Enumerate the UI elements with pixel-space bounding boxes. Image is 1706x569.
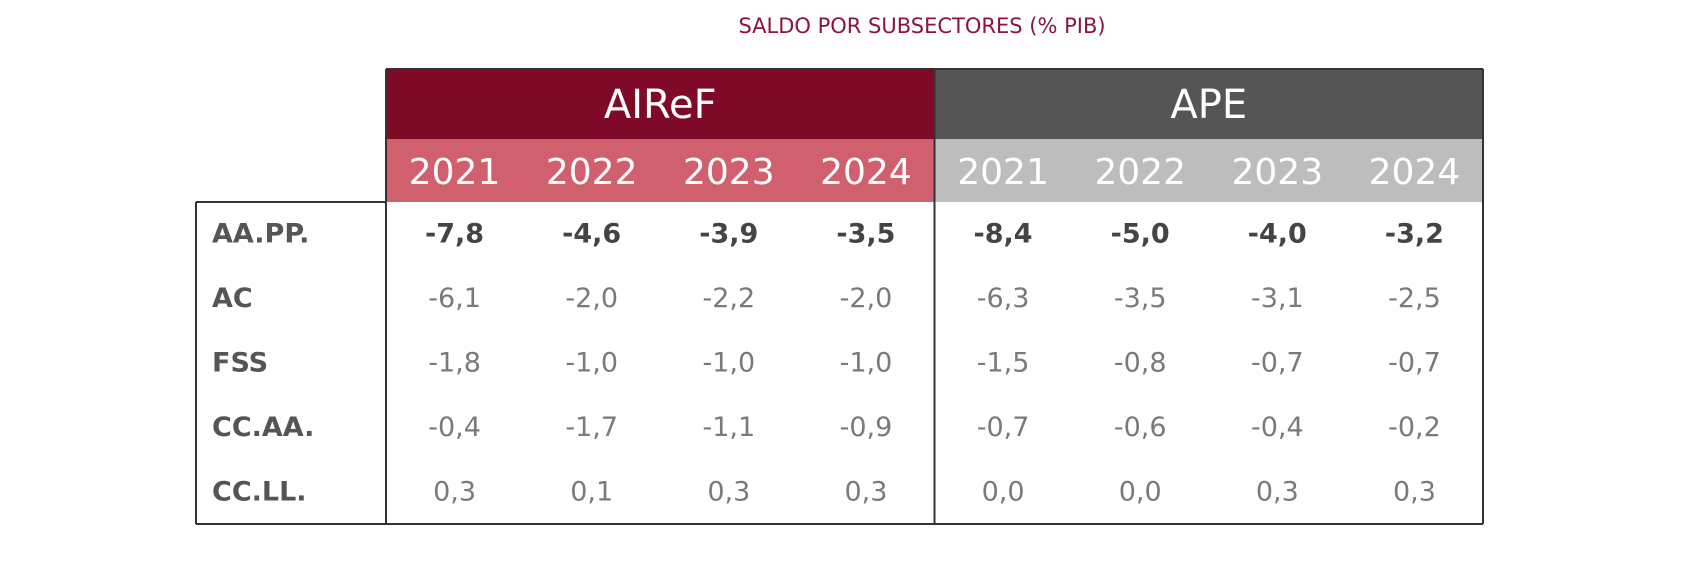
row-label: AC: [212, 283, 253, 314]
table-cell: -1,0: [565, 348, 618, 379]
table-cell: -0,7: [1251, 348, 1304, 379]
table-cell: -1,1: [702, 412, 755, 443]
row-label: CC.AA.: [212, 412, 314, 443]
year-header: 2024: [1369, 152, 1461, 193]
table-cell: -2,2: [702, 283, 755, 314]
table-cell: 0,3: [433, 476, 476, 507]
table-cell: -0,7: [1388, 348, 1441, 379]
year-header: 2022: [546, 152, 638, 193]
year-header: 2021: [957, 152, 1049, 193]
table-cell: 0,3: [1256, 476, 1299, 507]
table-cell: -0,4: [428, 412, 481, 443]
year-header: 2022: [1094, 152, 1186, 193]
table-cell: -0,6: [1114, 412, 1167, 443]
table-cell: 0,0: [982, 476, 1025, 507]
year-header: 2023: [683, 152, 775, 193]
table-cell: -4,0: [1248, 219, 1307, 250]
table-cell: 0,3: [707, 476, 750, 507]
group-header: AIReF: [604, 82, 717, 128]
table-cell: 0,1: [570, 476, 613, 507]
table-cell: -3,1: [1251, 283, 1304, 314]
table-cell: -1,7: [565, 412, 618, 443]
table-cell: -1,8: [428, 348, 481, 379]
table-cell: -1,0: [702, 348, 755, 379]
table-cell: -0,8: [1114, 348, 1167, 379]
row-label: CC.LL.: [212, 476, 307, 507]
table-cell: -0,2: [1388, 412, 1441, 443]
table-cell: -4,6: [562, 219, 621, 250]
table-cell: -7,8: [425, 219, 484, 250]
table-title: SALDO POR SUBSECTORES (% PIB): [738, 14, 1105, 38]
table-cell: 0,3: [844, 476, 887, 507]
year-header: 2023: [1232, 152, 1324, 193]
table-cell: -5,0: [1111, 219, 1170, 250]
year-header-band: [934, 139, 1483, 202]
row-label: AA.PP.: [212, 219, 309, 250]
table-cell: -2,0: [840, 283, 893, 314]
table-cell: -2,5: [1388, 283, 1441, 314]
table-cell: -3,9: [699, 219, 758, 250]
group-header: APE: [1170, 82, 1247, 128]
table-cell: -6,3: [977, 283, 1030, 314]
table-cell: 0,3: [1393, 476, 1436, 507]
table-cell: -3,2: [1385, 219, 1444, 250]
table-cell: -0,7: [977, 412, 1030, 443]
year-header-band: [386, 139, 935, 202]
table-cell: -1,0: [840, 348, 893, 379]
year-header: 2024: [820, 152, 912, 193]
table-cell: -0,4: [1251, 412, 1304, 443]
table-cell: -0,9: [840, 412, 893, 443]
group-header-cell: [934, 69, 1483, 139]
table-cell: -3,5: [836, 219, 895, 250]
group-header-cell: [386, 69, 935, 139]
table-cell: -1,5: [977, 348, 1030, 379]
table-cell: -2,0: [565, 283, 618, 314]
table-cell: -6,1: [428, 283, 481, 314]
table-cell: -8,4: [974, 219, 1033, 250]
table-cell: 0,0: [1119, 476, 1162, 507]
table-cell: -3,5: [1114, 283, 1167, 314]
row-label: FSS: [212, 348, 268, 379]
year-header: 2021: [409, 152, 501, 193]
